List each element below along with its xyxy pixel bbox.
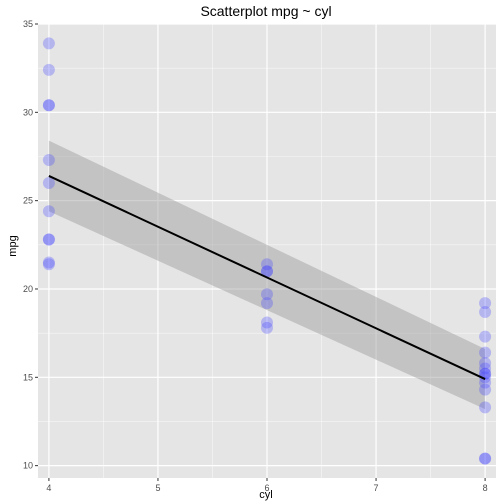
x-axis-label: cyl <box>259 489 272 501</box>
y-axis-ticks: 10 15 20 25 30 35 <box>23 19 38 471</box>
data-point <box>479 401 492 414</box>
data-point <box>479 376 492 389</box>
x-axis-ticks: 4 5 6 7 8 <box>46 478 488 493</box>
data-point <box>42 154 55 167</box>
y-axis-label: mpg <box>7 235 19 256</box>
data-point <box>479 452 492 465</box>
confidence-band <box>48 140 486 410</box>
data-point <box>261 316 273 329</box>
major-gridlines <box>38 23 496 478</box>
data-points <box>42 37 492 465</box>
data-point <box>42 233 55 246</box>
data-point <box>261 258 273 271</box>
data-point <box>479 362 492 375</box>
data-point <box>42 205 55 218</box>
x-tick-label: 7 <box>374 483 379 493</box>
data-point <box>479 371 492 384</box>
x-tick-label: 8 <box>483 483 488 493</box>
data-point <box>261 288 273 301</box>
data-point <box>479 357 492 370</box>
data-point <box>42 258 55 271</box>
data-point <box>261 265 273 278</box>
x-tick-label: 4 <box>46 483 51 493</box>
data-point <box>42 233 55 246</box>
data-point <box>42 256 55 269</box>
y-tick-label: 15 <box>23 372 33 382</box>
chart-title: Scatterplot mpg ~ cyl <box>200 3 331 19</box>
data-point <box>261 265 273 278</box>
y-tick-label: 10 <box>23 461 33 471</box>
x-tick-label: 6 <box>264 483 269 493</box>
data-point <box>42 176 55 189</box>
y-tick-label: 30 <box>23 107 33 117</box>
x-tick-label: 5 <box>155 483 160 493</box>
data-point <box>479 330 492 343</box>
y-tick-label: 25 <box>23 196 33 206</box>
data-point <box>42 99 55 112</box>
regression-line <box>48 175 486 380</box>
data-point <box>42 63 55 76</box>
data-point <box>261 297 273 310</box>
y-tick-label: 35 <box>23 19 33 29</box>
data-point <box>479 346 492 359</box>
data-point <box>42 37 55 50</box>
data-point <box>261 321 273 334</box>
data-point <box>42 99 55 112</box>
data-point <box>479 452 492 465</box>
data-point <box>479 383 492 396</box>
data-point <box>479 297 492 310</box>
y-tick-label: 20 <box>23 284 33 294</box>
data-point <box>479 305 492 318</box>
